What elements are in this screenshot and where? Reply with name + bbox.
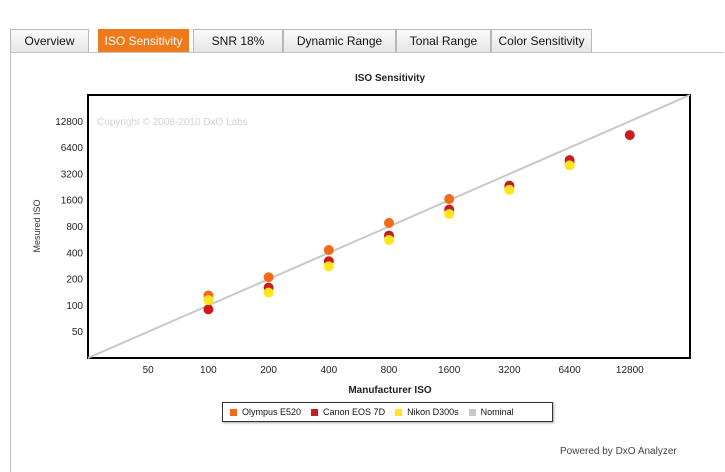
- data-point-olympus-e520[interactable]: [263, 272, 274, 283]
- legend-item-canon[interactable]: Canon EOS 7D: [311, 407, 385, 417]
- tab-iso-sensitivity[interactable]: ISO Sensitivity: [98, 29, 189, 52]
- data-point-nikon-d300s[interactable]: [263, 287, 274, 298]
- y-tick-label: 1600: [61, 196, 84, 207]
- tab-dynamic-range[interactable]: Dynamic Range: [283, 29, 396, 52]
- x-axis-label: Manufacturer ISO: [348, 385, 432, 396]
- y-axis-label: Mesured ISO: [32, 199, 42, 252]
- y-tick-label: 100: [66, 301, 83, 312]
- y-tick-label: 200: [66, 275, 83, 286]
- x-tick-label: 12800: [616, 365, 644, 376]
- legend-label: Nominal: [480, 407, 514, 417]
- legend-swatch-canon: [311, 408, 319, 416]
- legend-label: Nikon D300s: [407, 407, 459, 417]
- chart-legend: Olympus E520 Canon EOS 7D Nikon D300s No…: [222, 402, 553, 422]
- x-tick-label: 50: [143, 365, 155, 376]
- data-point-olympus-e520[interactable]: [384, 217, 394, 228]
- data-point-nikon-d300s[interactable]: [444, 209, 455, 220]
- legend-item-nominal[interactable]: Nominal: [468, 407, 514, 417]
- tab-bar: Overview ISO Sensitivity SNR 18% Dynamic…: [10, 29, 725, 53]
- x-tick-label: 200: [260, 365, 277, 376]
- y-tick-labels: 50 100 200 400 800 1600 3200 6400 12800: [55, 117, 83, 338]
- legend-item-nikon[interactable]: Nikon D300s: [395, 407, 459, 417]
- data-point-nikon-d300s[interactable]: [203, 295, 214, 306]
- y-tick-label: 3200: [61, 169, 84, 180]
- tab-tonal-range[interactable]: Tonal Range: [396, 29, 491, 52]
- x-tick-label: 3200: [498, 365, 521, 376]
- y-tick-label: 50: [72, 327, 84, 338]
- y-tick-label: 800: [66, 222, 83, 233]
- legend-label: Canon EOS 7D: [323, 407, 386, 417]
- data-point-nikon-d300s[interactable]: [504, 184, 515, 195]
- tab-snr-18[interactable]: SNR 18%: [193, 29, 283, 52]
- legend-label: Olympus E520: [242, 407, 302, 417]
- legend-swatch-nominal: [468, 408, 476, 416]
- data-point-olympus-e520[interactable]: [444, 194, 455, 205]
- legend-swatch-olympus: [230, 408, 237, 416]
- y-tick-label: 6400: [61, 143, 84, 154]
- tab-overview[interactable]: Overview: [10, 29, 89, 52]
- chart-title: ISO Sensitivity: [355, 73, 425, 84]
- x-tick-label: 800: [381, 365, 398, 376]
- plot-border: [87, 94, 691, 359]
- y-tick-label: 12800: [55, 117, 83, 128]
- powered-by-text: Powered by DxO Analyzer: [560, 446, 677, 457]
- x-tick-labels: 50 100 200 400 800 1600 3200 6400 12800: [143, 365, 645, 376]
- points-layer: [203, 130, 635, 315]
- y-tick-label: 400: [66, 248, 83, 259]
- x-tick-label: 400: [320, 365, 337, 376]
- tab-color-sensitivity[interactable]: Color Sensitivity: [491, 29, 592, 52]
- x-tick-label: 1600: [438, 365, 461, 376]
- data-point-nikon-d300s[interactable]: [323, 261, 334, 272]
- legend-item-olympus[interactable]: Olympus E520: [230, 407, 301, 417]
- chart-watermark: Copyright © 2008-2010 DxO Labs: [97, 117, 248, 128]
- data-point-canon-eos-7d[interactable]: [203, 304, 214, 315]
- data-point-canon-eos-7d[interactable]: [624, 130, 635, 141]
- x-tick-label: 6400: [558, 365, 581, 376]
- legend-swatch-nikon: [395, 408, 403, 416]
- data-point-nikon-d300s[interactable]: [564, 160, 575, 171]
- data-point-olympus-e520[interactable]: [323, 245, 334, 256]
- data-point-nikon-d300s[interactable]: [384, 235, 394, 246]
- x-tick-label: 100: [200, 365, 217, 376]
